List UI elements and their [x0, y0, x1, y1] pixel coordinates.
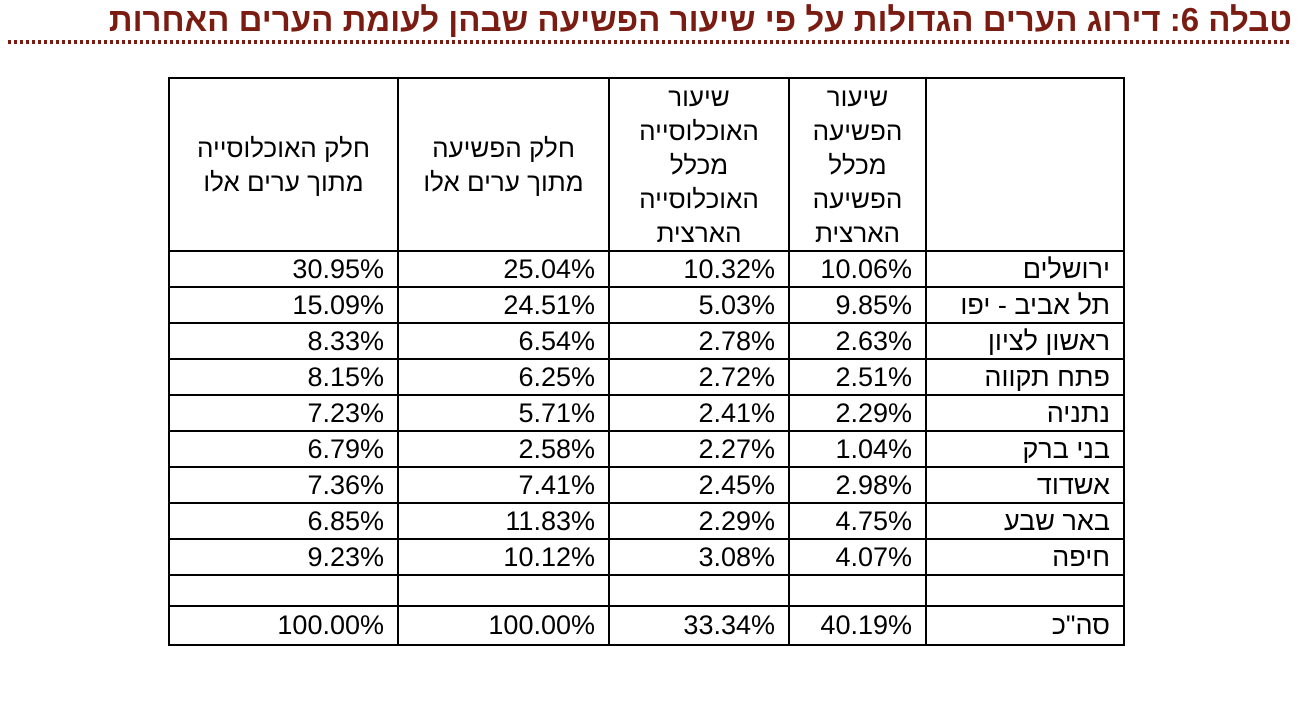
pop-share-cell: 7.36%: [168, 466, 399, 504]
table-row: חיפה 4.07% 3.08% 10.12% 9.23%: [168, 538, 1125, 576]
city-cell: אשדוד: [925, 466, 1125, 504]
pop-rate-cell: 2.27%: [608, 430, 790, 468]
header-crime-rate-national: שיעור הפשיעה מכלל הפשיעה הארצית: [788, 77, 927, 252]
crime-share-cell: [397, 574, 610, 607]
table-row: נתניה 2.29% 2.41% 5.71% 7.23%: [168, 394, 1125, 432]
city-cell: [925, 574, 1125, 607]
table-container: שיעור הפשיעה מכלל הפשיעה הארצית שיעור הא…: [168, 77, 1300, 646]
table-row: בני ברק 1.04% 2.27% 2.58% 6.79%: [168, 430, 1125, 468]
crime-rate-cell: 9.85%: [788, 286, 927, 324]
city-cell: חיפה: [925, 538, 1125, 576]
pop-rate-cell: 2.29%: [608, 502, 790, 540]
page-title: טבלה 6: דירוג הערים הגדולות על פי שיעור …: [108, 1, 1292, 38]
table-row: אשדוד 2.98% 2.45% 7.41% 7.36%: [168, 466, 1125, 504]
city-cell: פתח תקווה: [925, 358, 1125, 396]
crime-rate-cell: 2.98%: [788, 466, 927, 504]
header-crime-share-of-cities: חלק הפשיעה מתוך ערים אלו: [397, 77, 610, 252]
crime-share-cell: 11.83%: [397, 502, 610, 540]
crime-share-cell: 10.12%: [397, 538, 610, 576]
table-row: ראשון לציון 2.63% 2.78% 6.54% 8.33%: [168, 322, 1125, 360]
table-row: פתח תקווה 2.51% 2.72% 6.25% 8.15%: [168, 358, 1125, 396]
title-underline-rule: [8, 40, 1292, 44]
table-row: תל אביב - יפו 9.85% 5.03% 24.51% 15.09%: [168, 286, 1125, 324]
header-pop-share-of-cities: חלק האוכלוסייה מתוך ערים אלו: [168, 77, 399, 252]
pop-rate-cell: 2.45%: [608, 466, 790, 504]
pop-share-cell: 6.85%: [168, 502, 399, 540]
city-cell: ראשון לציון: [925, 322, 1125, 360]
table-row: באר שבע 4.75% 2.29% 11.83% 6.85%: [168, 502, 1125, 540]
crime-rate-cell: 2.51%: [788, 358, 927, 396]
pop-rate-cell: 2.41%: [608, 394, 790, 432]
city-cell: תל אביב - יפו: [925, 286, 1125, 324]
crime-share-cell: 6.54%: [397, 322, 610, 360]
pop-share-cell: 6.79%: [168, 430, 399, 468]
pop-rate-total-cell: 33.34%: [608, 605, 790, 646]
city-cell: נתניה: [925, 394, 1125, 432]
crime-rate-cell: 2.63%: [788, 322, 927, 360]
city-cell: באר שבע: [925, 502, 1125, 540]
pop-share-cell: 7.23%: [168, 394, 399, 432]
city-cell: ירושלים: [925, 250, 1125, 288]
total-row: סה"כ 40.19% 33.34% 100.00% 100.00%: [168, 605, 1125, 646]
header-pop-rate-national: שיעור האוכלוסייה מכלל האוכלוסייה הארצית: [608, 77, 790, 252]
pop-rate-cell: 10.32%: [608, 250, 790, 288]
pop-share-cell: 30.95%: [168, 250, 399, 288]
crime-rate-cell: 4.75%: [788, 502, 927, 540]
crime-share-total-cell: 100.00%: [397, 605, 610, 646]
header-city: [925, 77, 1125, 252]
total-label-cell: סה"כ: [925, 605, 1125, 646]
cities-crime-ranking-table: שיעור הפשיעה מכלל הפשיעה הארצית שיעור הא…: [168, 77, 1125, 646]
crime-share-cell: 5.71%: [397, 394, 610, 432]
header-row: שיעור הפשיעה מכלל הפשיעה הארצית שיעור הא…: [168, 77, 1125, 252]
pop-rate-cell: 2.72%: [608, 358, 790, 396]
empty-row: [168, 574, 1125, 607]
pop-rate-cell: 3.08%: [608, 538, 790, 576]
pop-rate-cell: 2.78%: [608, 322, 790, 360]
pop-rate-cell: [608, 574, 790, 607]
crime-share-cell: 7.41%: [397, 466, 610, 504]
crime-rate-cell: 10.06%: [788, 250, 927, 288]
pop-share-cell: [168, 574, 399, 607]
crime-share-cell: 6.25%: [397, 358, 610, 396]
pop-share-total-cell: 100.00%: [168, 605, 399, 646]
crime-rate-cell: 2.29%: [788, 394, 927, 432]
crime-rate-cell: [788, 574, 927, 607]
pop-share-cell: 15.09%: [168, 286, 399, 324]
crime-rate-cell: 1.04%: [788, 430, 927, 468]
pop-share-cell: 8.15%: [168, 358, 399, 396]
crime-rate-total-cell: 40.19%: [788, 605, 927, 646]
pop-rate-cell: 5.03%: [608, 286, 790, 324]
crime-share-cell: 2.58%: [397, 430, 610, 468]
city-cell: בני ברק: [925, 430, 1125, 468]
pop-share-cell: 9.23%: [168, 538, 399, 576]
table-row: ירושלים 10.06% 10.32% 25.04% 30.95%: [168, 250, 1125, 288]
crime-share-cell: 24.51%: [397, 286, 610, 324]
pop-share-cell: 8.33%: [168, 322, 399, 360]
crime-share-cell: 25.04%: [397, 250, 610, 288]
crime-rate-cell: 4.07%: [788, 538, 927, 576]
